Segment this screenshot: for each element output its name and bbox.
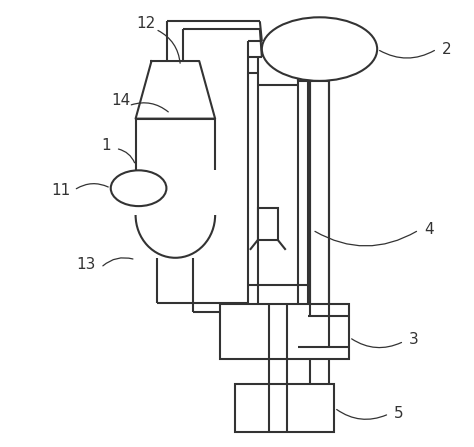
Text: 5: 5: [394, 406, 404, 422]
Ellipse shape: [262, 17, 377, 81]
Bar: [258, 208, 278, 240]
Text: 12: 12: [136, 16, 155, 31]
Text: 13: 13: [76, 257, 96, 272]
Text: 14: 14: [111, 93, 130, 108]
Ellipse shape: [136, 173, 215, 258]
Text: 4: 4: [424, 223, 434, 237]
Bar: [220, 304, 349, 359]
Bar: [136, 118, 215, 215]
Text: 3: 3: [409, 332, 419, 347]
Text: 1: 1: [101, 138, 110, 153]
Text: 2: 2: [442, 42, 452, 57]
Bar: [235, 384, 335, 432]
Text: 11: 11: [51, 183, 71, 198]
Bar: [134, 170, 217, 215]
Ellipse shape: [111, 170, 166, 206]
